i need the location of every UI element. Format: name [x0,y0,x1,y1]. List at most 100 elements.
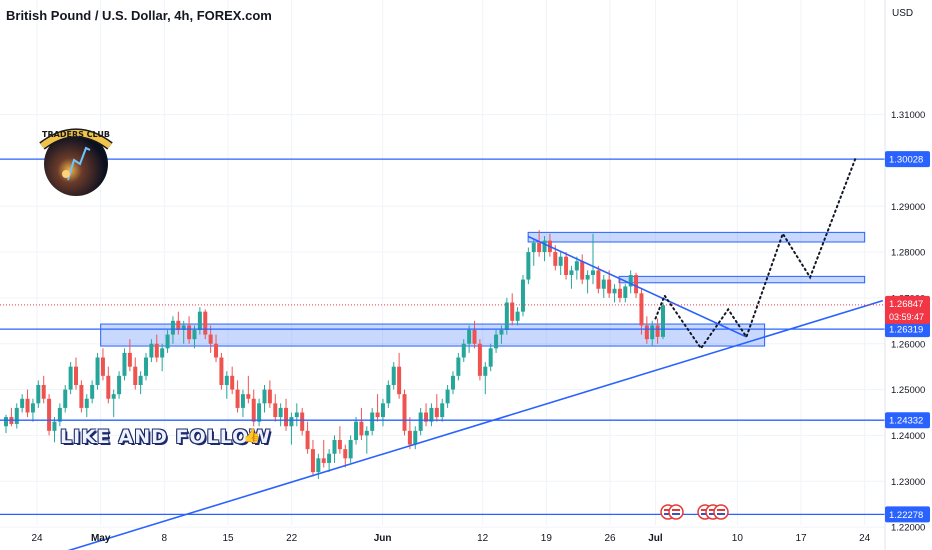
time-axis[interactable]: 24 May 8 15 22 Jun 12 19 26 Jul 10 17 24 [31,533,870,544]
candle-body [580,261,585,280]
candle-body [510,302,515,321]
candle-body [359,421,364,436]
candle-body [57,407,62,422]
candle-body [262,389,267,404]
level-group [0,158,885,550]
candle-body [267,389,272,404]
candle-body [36,385,41,404]
candle-body [117,375,122,395]
level-price-tag[interactable] [885,151,930,168]
candle-body [655,325,660,337]
currency-label[interactable]: USD [892,8,914,19]
time-tick-label: 24 [31,533,43,544]
candle-body [63,389,68,408]
flag-stripe [717,509,725,511]
candle-body [467,330,472,344]
candle-body [499,330,504,335]
candle-body [402,394,407,431]
candle-body [192,330,197,340]
candle-body [25,398,30,413]
candle-body [424,412,429,422]
candle-body [327,453,332,463]
us-flag-icon[interactable] [668,504,684,520]
price-tick-label: 1.22000 [891,523,925,534]
candle-body [208,334,213,344]
price-axis-bg[interactable] [885,0,932,550]
candle-body [68,366,73,390]
candle-body [321,458,326,463]
candle-body [661,305,665,337]
price-axis[interactable]: 1.310001.290001.280001.270001.260001.250… [884,0,932,550]
symbol-title: British Pound / U.S. Dollar, 4h, FOREX.c… [6,8,272,23]
candle-body [564,256,569,275]
price-tick-label: 1.28000 [891,248,925,259]
logo-text: TRADERS CLUB [42,130,110,139]
traders-club-logo: TRADERS CLUB [39,128,113,196]
candle-group [4,230,665,479]
level-price-tag[interactable] [885,321,930,338]
candle-body [246,394,251,399]
candle-body [445,389,450,404]
time-tick-label: 10 [732,533,744,544]
candle-body [520,279,525,312]
candle-body [52,421,57,431]
candle-body [461,343,466,358]
candle-body [542,240,547,253]
flag-stripe [709,509,717,511]
current-price-tag[interactable] [885,295,930,324]
candle-body [343,449,348,459]
candle-body [111,394,116,399]
candle-body [596,270,601,289]
candle-body [127,352,132,367]
candle-body [537,242,542,253]
candle-body [332,440,337,454]
countdown-label: 03:59:47 [889,312,924,322]
flag-stripe [672,513,680,515]
candle-body [380,403,385,418]
price-tick-label: 1.29000 [891,202,925,213]
candle-body [440,403,445,418]
candle-body [574,261,579,271]
grid-lines [0,0,885,528]
candle-body [310,449,315,473]
candle-body [160,348,165,358]
candle-body [418,412,423,431]
candle-body [278,407,283,418]
candle-body [4,417,8,427]
candle-body [181,325,186,330]
level-price-tag[interactable] [885,506,930,523]
candle-body [391,366,396,385]
time-tick-label: 24 [859,533,871,544]
candle-body [585,275,590,280]
candle-body [79,385,84,408]
candle-body [106,375,111,399]
level-price-tag[interactable] [885,412,930,429]
candle-body [41,385,46,399]
zone-box [527,231,866,243]
us-flag-icon[interactable] [713,504,729,520]
flag-stripe [709,513,717,515]
candle-body [300,412,305,431]
candle-body [617,288,622,298]
candle-body [397,366,402,395]
time-tick-label: 17 [795,533,807,544]
candle-body [219,357,224,385]
candle-body [337,440,342,450]
candle-body [488,348,493,367]
event-icons [660,504,729,520]
candle-body [84,398,89,408]
projection-group [654,157,857,351]
candle-body [628,275,633,287]
candle-body [348,440,353,459]
trendline-resistance [527,235,747,338]
candle-body [634,275,639,294]
candle-body [434,407,439,418]
candle-body [47,398,52,431]
candle-body [644,325,649,340]
projection-path [654,157,857,351]
price-tick-label: 1.25000 [891,385,925,396]
candle-body [273,403,278,418]
time-tick-label: 12 [477,533,489,544]
candle-body [14,407,19,424]
